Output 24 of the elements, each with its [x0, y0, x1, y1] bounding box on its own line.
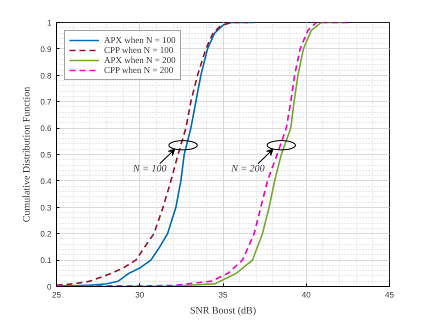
- x-tick-label: 45: [385, 290, 394, 300]
- x-tick-label: 40: [302, 290, 312, 300]
- legend-label: APX when N = 200: [104, 55, 176, 65]
- annotation: N = 100: [132, 164, 166, 175]
- legend-label: APX when N = 100: [104, 35, 176, 45]
- legend-label: CPP when N = 100: [104, 45, 174, 55]
- y-tick-label: 0.2: [40, 230, 52, 239]
- y-tick-label: 1: [47, 18, 52, 28]
- legend-label: CPP when N = 200: [104, 65, 174, 75]
- y-tick-label: 0.7: [40, 98, 52, 107]
- y-tick-label: 0.4: [40, 176, 52, 186]
- x-tick-label: 30: [135, 290, 145, 300]
- y-tick-label: 0.3: [40, 203, 52, 212]
- annotation: N = 200: [230, 164, 265, 175]
- y-tick-label: 0.1: [40, 256, 52, 266]
- y-tick-label: 0.5: [40, 150, 52, 160]
- y-tick-label: 0: [47, 282, 52, 292]
- x-tick-label: 35: [218, 290, 228, 300]
- y-tick-label: 0.8: [40, 71, 52, 80]
- x-axis-title: SNR Boost (dB): [190, 306, 256, 316]
- y-tick-label: 0.6: [40, 124, 52, 134]
- x-tick-label: 25: [52, 290, 62, 300]
- y-tick-label: 0.9: [40, 44, 52, 54]
- y-axis-title: Cumulative Distribution Function: [21, 86, 32, 222]
